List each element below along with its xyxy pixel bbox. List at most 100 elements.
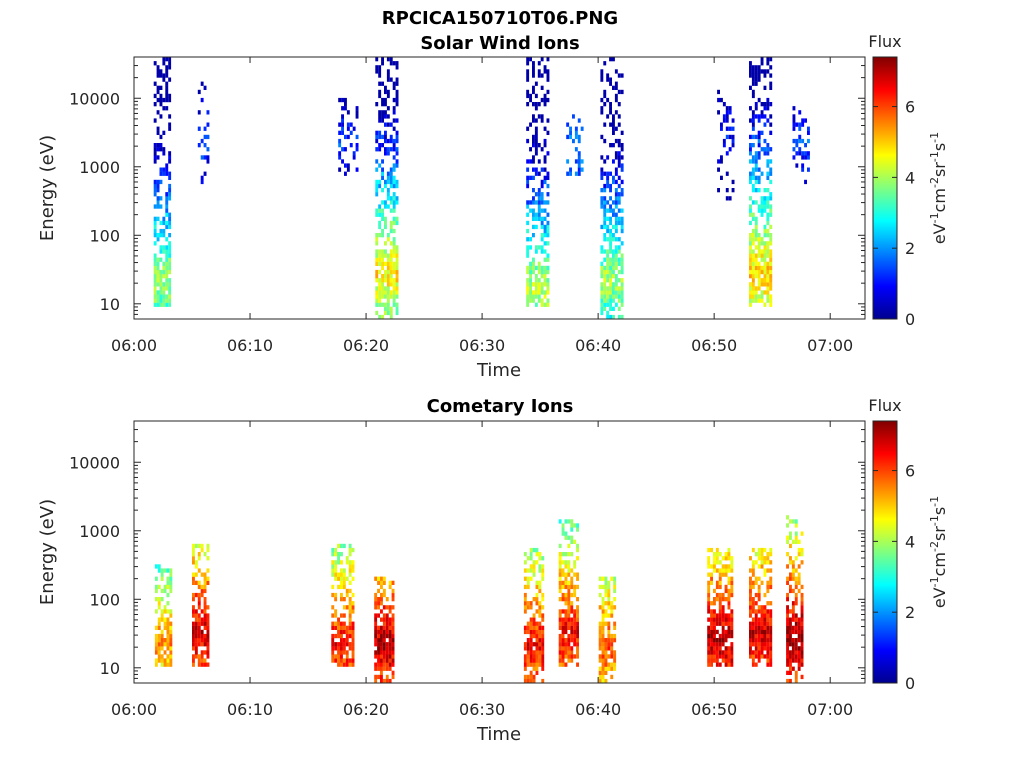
flux-cell — [342, 621, 346, 626]
flux-cell — [529, 175, 532, 180]
flux-cell — [786, 658, 789, 663]
flux-cell — [388, 666, 392, 671]
flux-cell — [751, 650, 755, 655]
flux-cell — [724, 638, 728, 643]
flux-cell — [165, 224, 169, 230]
flux-cell — [721, 625, 725, 630]
flux-cell — [760, 613, 764, 618]
flux-cell — [334, 658, 338, 663]
flux-cell — [786, 605, 789, 610]
flux-cell — [526, 662, 530, 667]
flux-cell — [159, 114, 163, 119]
flux-cell — [541, 650, 545, 655]
flux-cell — [561, 560, 565, 565]
flux-cell — [598, 605, 602, 610]
flux-cell — [192, 662, 195, 667]
flux-cell — [707, 564, 711, 569]
flux-cell — [801, 163, 805, 168]
flux-cell — [749, 61, 752, 66]
flux-cell — [337, 650, 340, 655]
flux-cell — [727, 597, 731, 602]
flux-cell — [558, 662, 562, 667]
flux-cell — [165, 81, 169, 86]
flux-cell — [620, 314, 624, 320]
flux-cell — [168, 212, 172, 217]
flux-cell — [384, 253, 387, 258]
flux-cell — [168, 61, 172, 66]
flux-cell — [607, 662, 611, 667]
flux-cell — [612, 85, 615, 90]
flux-cell — [380, 617, 383, 622]
flux-cell — [561, 633, 565, 639]
flux-cell — [570, 629, 574, 635]
flux-cell — [713, 621, 716, 626]
flux-cell — [197, 110, 201, 115]
flux-cell — [607, 613, 611, 618]
flux-cell — [570, 584, 574, 590]
flux-cell — [526, 568, 530, 573]
flux-cell — [564, 629, 568, 635]
flux-cell — [715, 613, 719, 618]
flux-cell — [389, 208, 393, 213]
flux-cell — [763, 625, 767, 630]
flux-cell — [791, 638, 795, 643]
flux-cell — [561, 592, 565, 598]
flux-cell — [166, 592, 170, 598]
flux-cell — [197, 592, 201, 598]
flux-cell — [374, 592, 378, 598]
flux-cell — [751, 609, 755, 614]
flux-cell — [754, 552, 758, 557]
flux-cell — [564, 613, 568, 618]
flux-cell — [722, 102, 726, 107]
flux-cell — [600, 204, 604, 209]
flux-cell — [543, 233, 547, 238]
flux-cell — [766, 200, 770, 205]
flux-cell — [537, 290, 541, 295]
flux-cell — [715, 597, 719, 602]
flux-cell — [757, 151, 761, 156]
flux-cell — [348, 642, 352, 647]
flux-cell — [757, 241, 761, 246]
flux-cell — [749, 642, 752, 647]
flux-cell — [769, 650, 773, 655]
flux-cell — [532, 294, 535, 299]
flux-cell — [529, 265, 532, 271]
flux-cell — [169, 572, 173, 577]
flux-cell — [558, 633, 562, 639]
flux-cell — [718, 633, 722, 639]
flux-cell — [384, 241, 387, 246]
flux-cell — [529, 200, 532, 205]
flux-cell — [707, 658, 711, 663]
flux-cell — [754, 560, 758, 565]
flux-cell — [766, 282, 770, 287]
flux-cell — [348, 543, 352, 549]
flux-cell — [346, 167, 350, 172]
flux-cell — [197, 597, 201, 602]
flux-cell — [710, 564, 713, 569]
flux-cell — [535, 670, 539, 675]
flux-cell — [541, 556, 545, 561]
flux-cell — [727, 588, 731, 594]
flux-cell — [395, 151, 399, 156]
flux-cell — [168, 171, 172, 176]
flux-cell — [375, 233, 379, 238]
flux-cell — [757, 143, 761, 148]
flux-cell — [342, 629, 346, 635]
flux-cell — [760, 110, 764, 115]
flux-cell — [749, 204, 752, 209]
flux-cell — [614, 302, 618, 307]
flux-cell — [612, 122, 615, 127]
flux-cell — [766, 143, 770, 148]
flux-cell — [564, 519, 568, 524]
flux-cell — [570, 638, 574, 643]
flux-cell — [331, 564, 335, 569]
flux-cell — [166, 621, 170, 626]
flux-cell — [351, 609, 355, 614]
flux-cell — [156, 65, 160, 70]
flux-cell — [206, 633, 210, 639]
x-tick-label: 06:40 — [575, 336, 621, 355]
flux-cell — [769, 629, 773, 635]
flux-cell — [395, 61, 399, 66]
flux-cell — [546, 241, 550, 246]
flux-cell — [206, 613, 210, 618]
